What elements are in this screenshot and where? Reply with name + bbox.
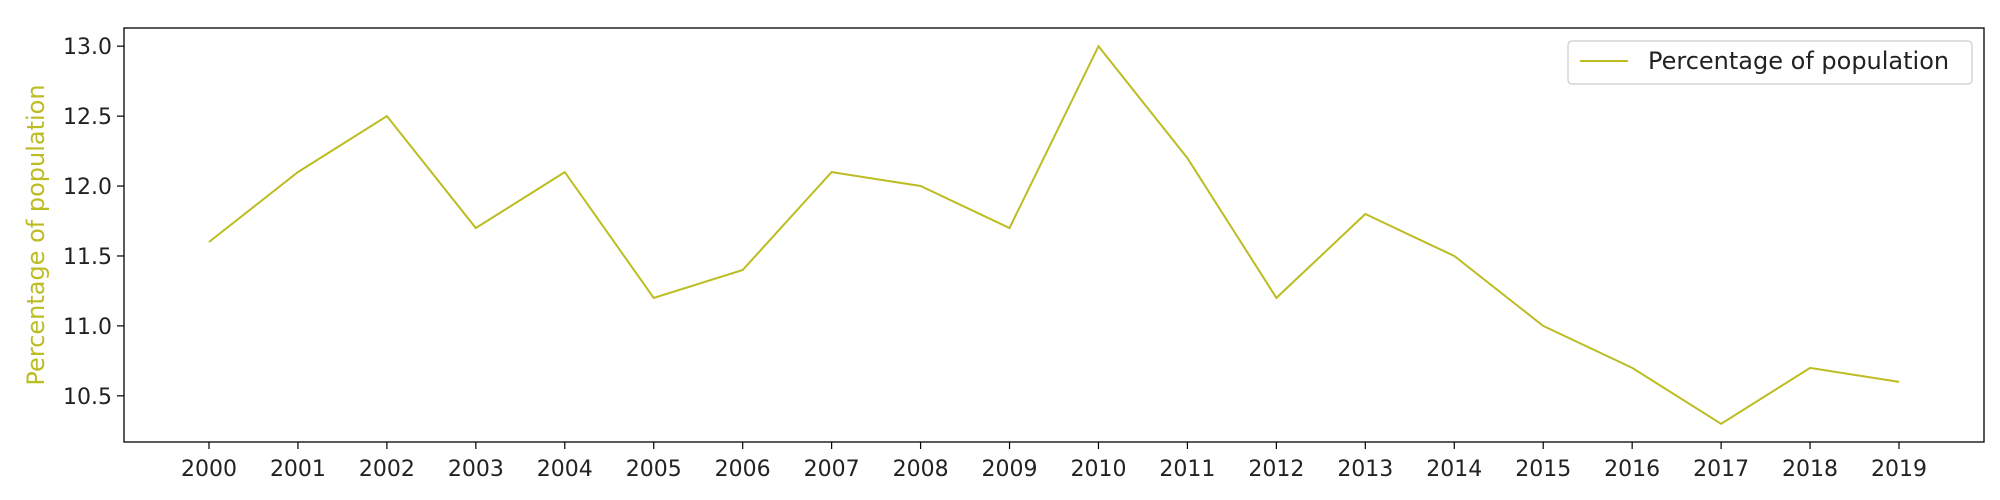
x-tick-label: 2017	[1693, 457, 1749, 482]
series-line	[208, 44, 1900, 425]
x-tick-label: 2016	[1604, 457, 1660, 482]
y-tick-label: 10.5	[63, 385, 112, 410]
y-tick-label: 12.5	[63, 105, 112, 130]
x-tick-label: 2002	[359, 457, 415, 482]
x-tick-label: 2004	[537, 457, 593, 482]
x-tick-label: 2011	[1159, 457, 1215, 482]
legend-entry-label: Percentage of population	[1648, 47, 1949, 75]
y-tick-label: 12.0	[63, 175, 112, 200]
y-axis-ticks: 10.5 11.0 11.5 12.0 12.5 13.0	[63, 35, 124, 410]
x-tick-label: 2001	[270, 457, 326, 482]
series-layer	[208, 44, 1900, 425]
x-tick-label: 2000	[181, 457, 237, 482]
x-tick-label: 2010	[1070, 457, 1126, 482]
x-tick-label: 2015	[1515, 457, 1571, 482]
x-tick-label: 2018	[1782, 457, 1838, 482]
y-axis-label: Percentage of population	[22, 84, 50, 385]
x-tick-label: 2014	[1426, 457, 1482, 482]
y-tick-label: 11.0	[63, 315, 112, 340]
y-tick-label: 11.5	[63, 245, 112, 270]
x-tick-label: 2009	[982, 457, 1038, 482]
y-tick-label: 13.0	[63, 35, 112, 60]
legend: Percentage of population	[1567, 40, 1973, 85]
x-tick-label: 2008	[893, 457, 949, 482]
plot-area-frame	[123, 27, 1985, 443]
legend-box	[1567, 40, 1973, 85]
x-tick-label: 2012	[1248, 457, 1304, 482]
x-tick-label: 2006	[715, 457, 771, 482]
x-tick-label: 2005	[626, 457, 682, 482]
x-axis-ticks: 2000 2001 2002 2003 2004 2005 2006 2007 2008 2009…	[181, 442, 1927, 482]
x-tick-label: 2007	[804, 457, 860, 482]
x-tick-label: 2013	[1337, 457, 1393, 482]
x-tick-label: 2003	[448, 457, 504, 482]
x-tick-label: 2019	[1871, 457, 1927, 482]
